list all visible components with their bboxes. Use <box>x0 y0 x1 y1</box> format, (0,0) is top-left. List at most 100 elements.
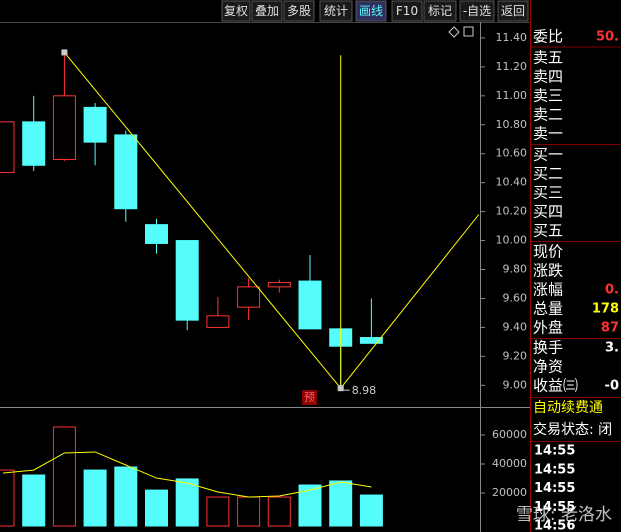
quote-label: 收益㈢ <box>533 377 578 395</box>
low-label: 8.98 <box>352 384 377 397</box>
volume-tick-label: 60000 <box>492 428 527 441</box>
watermark: 雪球: 老洛水 <box>516 505 612 525</box>
candle-body <box>298 280 322 330</box>
y-tick-label: 9.00 <box>503 378 528 391</box>
candle-body <box>114 134 138 210</box>
quote-label: 外盘 <box>533 319 563 337</box>
quote-label: 买三 <box>533 184 563 202</box>
quote-label: 涨跌 <box>533 262 563 280</box>
toolbar-label[interactable]: 多股 <box>287 4 311 18</box>
quote-label: 总量 <box>533 300 563 318</box>
y-tick-label: 9.80 <box>503 263 528 276</box>
quote-value: 3. <box>605 341 619 356</box>
quote-value: 178 <box>592 302 619 317</box>
volume-bar <box>83 469 107 527</box>
y-tick-label: 11.00 <box>496 89 528 102</box>
y-tick-label: 9.60 <box>503 291 528 304</box>
quote-value: -0 <box>605 379 619 394</box>
quote-label: 买四 <box>533 203 563 221</box>
trade-time: 14:55 <box>534 444 575 459</box>
y-tick-label: 11.20 <box>496 60 528 73</box>
quote-label: 卖三 <box>533 87 563 105</box>
y-tick-label: 10.60 <box>496 147 528 160</box>
quote-label: 卖二 <box>533 106 563 124</box>
toolbar-label[interactable]: 统计 <box>324 4 348 18</box>
quote-label: 净资 <box>533 358 563 376</box>
quote-value: 50. <box>596 30 619 45</box>
quote-label: 买五 <box>533 222 563 240</box>
marker-box <box>302 390 317 405</box>
y-tick-label: 9.40 <box>503 320 528 333</box>
toolbar-label[interactable]: F10 <box>396 4 418 18</box>
toolbar-label[interactable]: 返回 <box>501 4 525 18</box>
quote-label: 卖四 <box>533 68 563 86</box>
volume-bar <box>267 496 291 527</box>
marker-text: 预 <box>304 391 315 404</box>
quote-label: 委比 <box>533 28 563 46</box>
anchor-handle <box>337 385 344 392</box>
toolbar-button[interactable] <box>283 0 315 22</box>
candle-body <box>267 282 291 288</box>
quote-label: 换手 <box>533 339 563 357</box>
toolbar-button[interactable] <box>355 0 387 22</box>
y-tick-label: 9.20 <box>503 349 528 362</box>
toolbar-label[interactable]: 标记 <box>428 4 452 18</box>
candle-body <box>145 224 168 244</box>
volume-tick-label: 40000 <box>492 457 527 470</box>
quote-label: 买二 <box>533 165 563 183</box>
quote-value: 87 <box>601 321 619 336</box>
y-tick-label: 11.40 <box>496 31 528 44</box>
volume-bar <box>298 484 322 527</box>
toolbar-label[interactable]: 复权 <box>224 4 248 18</box>
square-icon[interactable] <box>463 26 474 37</box>
candle-body <box>175 240 199 321</box>
toolbar-button[interactable] <box>423 0 457 22</box>
toolbar-button[interactable] <box>251 0 283 22</box>
toolbar-label[interactable]: -自选 <box>463 4 491 18</box>
quote-label: 涨幅 <box>533 281 563 299</box>
trade-time: 14:55 <box>534 462 575 477</box>
toolbar-button[interactable] <box>319 0 353 22</box>
candle-body <box>22 121 46 166</box>
toolbar-button[interactable] <box>497 0 529 22</box>
volume-bar <box>359 494 383 527</box>
quote-value: 0. <box>605 283 619 298</box>
volume-bar <box>206 496 230 527</box>
volume-tick-label: 20000 <box>492 486 527 499</box>
candle-body <box>52 95 76 160</box>
anchor-handle <box>61 49 68 56</box>
volume-bar <box>175 478 199 527</box>
toolbar-button[interactable] <box>391 0 423 22</box>
toolbar-button[interactable] <box>221 0 251 22</box>
quote-label: 现价 <box>533 243 563 261</box>
quote-label: 卖五 <box>533 49 563 67</box>
volume-bar <box>329 480 353 527</box>
volume-ma <box>2 451 372 498</box>
toolbar-label[interactable]: 叠加 <box>255 4 279 18</box>
candle-body <box>0 121 15 174</box>
toolbar-label[interactable]: 画线 <box>359 4 383 18</box>
diamond-icon[interactable] <box>448 26 460 38</box>
volume-bar <box>22 474 46 527</box>
y-tick-label: 10.00 <box>496 234 528 247</box>
candle-body <box>206 315 230 328</box>
toolbar-button[interactable] <box>459 0 495 22</box>
y-tick-label: 10.80 <box>496 118 528 131</box>
volume-bar <box>52 426 76 527</box>
volume-bar <box>237 496 261 527</box>
candle-body <box>359 337 383 344</box>
y-tick-label: 10.20 <box>496 205 528 218</box>
volume-bar <box>0 469 15 527</box>
y-tick-label: 10.40 <box>496 176 528 189</box>
trade-time: 14:55 <box>534 500 575 515</box>
quote-label: 买一 <box>533 146 563 164</box>
candle-body <box>237 286 261 308</box>
status: 交易状态: 闭 <box>533 421 612 438</box>
quote-label: 卖一 <box>533 125 563 143</box>
notice: 自动续费通 <box>533 399 603 416</box>
volume-bar <box>145 489 168 527</box>
trade-time: 14:55 <box>534 481 575 496</box>
trade-time: 14:56 <box>534 519 575 532</box>
volume-bar <box>114 466 138 527</box>
